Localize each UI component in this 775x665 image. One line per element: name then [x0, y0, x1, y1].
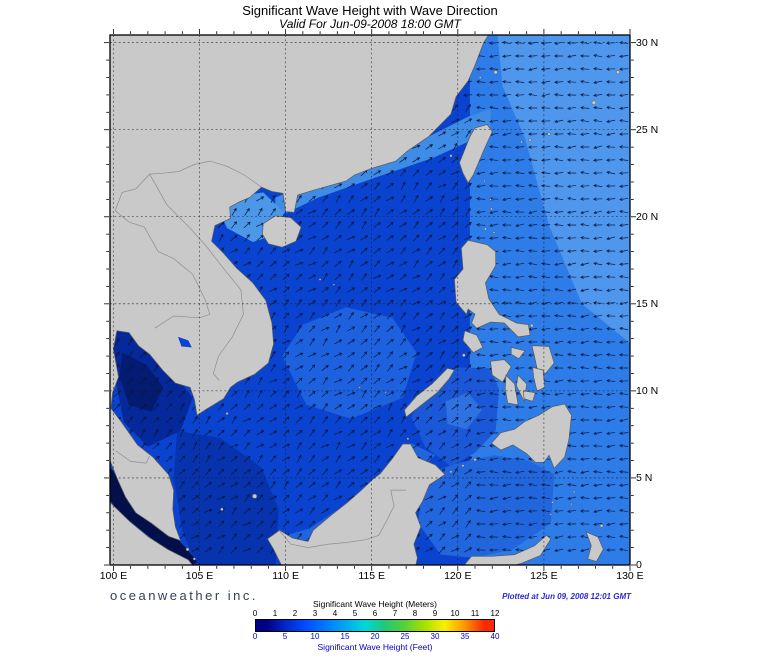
- meters-tick-label: 5: [352, 609, 358, 618]
- feet-tick-label: 20: [370, 632, 380, 641]
- wave-height-colorbar: [255, 619, 495, 632]
- map-title: Significant Wave Height with Wave Direct…: [242, 3, 498, 18]
- meters-tick-label: 12: [490, 609, 500, 618]
- meters-tick-label: 8: [412, 609, 418, 618]
- map-valid-time: Valid For Jun-09-2008 18:00 GMT: [279, 17, 461, 31]
- meters-tick-label: 9: [432, 609, 438, 618]
- feet-tick-label: 5: [282, 632, 288, 641]
- feet-tick-label: 15: [340, 632, 350, 641]
- meters-tick-label: 3: [312, 609, 318, 618]
- legend-feet-label: Significant Wave Height (Feet): [317, 642, 433, 652]
- meters-tick-label: 0: [252, 609, 258, 618]
- feet-tick-label: 10: [310, 632, 320, 641]
- meters-tick-label: 7: [392, 609, 398, 618]
- legend-feet-ticks: 0 5 10 15 20 25 30 35 40: [252, 632, 500, 642]
- meters-tick-label: 11: [470, 609, 480, 618]
- feet-tick-label: 30: [430, 632, 440, 641]
- meters-tick-label: 1: [272, 609, 278, 618]
- legend-meters-ticks: 0 1 2 3 4 5 6 7 8 9 10 11 12: [252, 609, 500, 619]
- feet-tick-label: 25: [400, 632, 410, 641]
- plotted-timestamp: Plotted at Jun 09, 2008 12:01 GMT: [502, 592, 631, 601]
- meters-tick-label: 6: [372, 609, 378, 618]
- feet-tick-label: 0: [252, 632, 258, 641]
- legend-meters-label: Significant Wave Height (Meters): [313, 599, 437, 609]
- feet-tick-label: 35: [460, 632, 470, 641]
- meters-tick-label: 4: [332, 609, 338, 618]
- meters-tick-label: 10: [450, 609, 460, 618]
- feet-tick-label: 40: [490, 632, 500, 641]
- oceanweather-logo: oceanweather inc.: [110, 588, 259, 603]
- meters-tick-label: 2: [292, 609, 298, 618]
